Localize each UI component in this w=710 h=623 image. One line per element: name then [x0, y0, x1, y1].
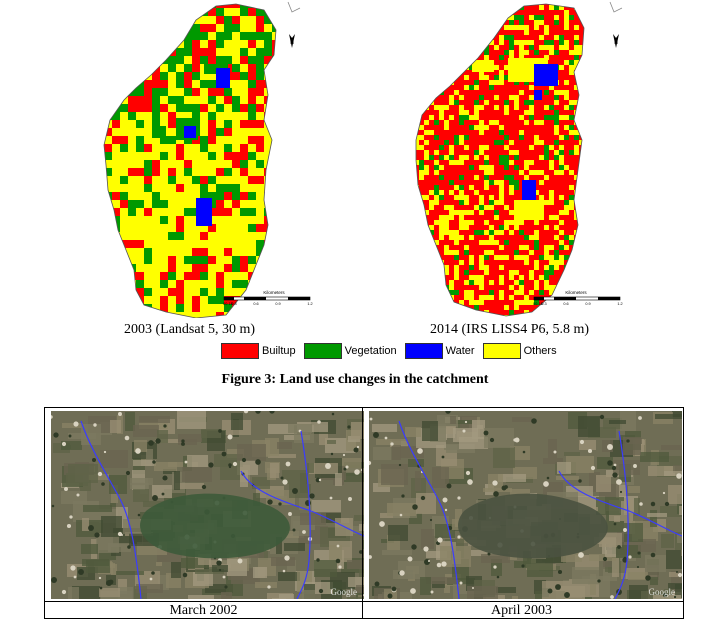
- svg-text:N: N: [290, 40, 294, 46]
- legend-label: Water: [445, 345, 475, 357]
- scale-tick-label: 0: [223, 302, 225, 306]
- scale-tick-label: 0.6: [563, 302, 568, 306]
- google-watermark: Google: [649, 587, 676, 597]
- scale-tick-label: 0.9: [585, 302, 590, 306]
- scale-tick-label: 0.9: [275, 302, 280, 306]
- scale-bar: Kilometers 0 0.150.3 0.6 0.9 1.2: [223, 290, 313, 306]
- land-use-map-2003: N Kilometers 0 0.15 0.3 0.6 0.9 1.2: [96, 0, 336, 318]
- legend-swatch: [303, 343, 342, 359]
- map-2003-canvas: N Kilometers 0 0.150.3 0.6 0.9 1.2: [103, 1, 313, 318]
- scale-tick-label: 0.3: [541, 302, 546, 306]
- north-arrow-icon: N: [613, 34, 619, 48]
- table-divider: [362, 408, 363, 618]
- legend-label: Vegetation: [344, 345, 397, 357]
- satellite-image-april-2003: Google: [369, 411, 682, 599]
- land-use-map-2014: N Kilometers 0 0.15 0.3 0.6 0.9 1.2: [414, 0, 654, 318]
- scale-tick-label: 0.3: [231, 302, 236, 306]
- svg-text:N: N: [614, 40, 618, 46]
- map-2014-canvas: N Kilometers 0 0.150.3 0.6 0.9 1.2: [415, 1, 623, 317]
- legend-item-builtup: Builtup: [221, 343, 296, 359]
- scale-bar: Kilometers 0 0.150.3 0.6 0.9 1.2: [533, 290, 623, 306]
- scale-tick-label: 0.15: [535, 302, 542, 306]
- legend-swatch: [221, 343, 259, 359]
- legend-label: Builtup: [262, 345, 296, 357]
- scale-tick-label: 1.2: [617, 302, 622, 306]
- north-arrow-icon: N: [289, 34, 295, 48]
- scale-title: Kilometers: [263, 290, 285, 295]
- map-caption-2003: 2003 (Landsat 5, 30 m): [124, 322, 256, 337]
- legend-swatch: [482, 343, 521, 359]
- scale-tick-label: 0.15: [225, 302, 232, 306]
- table-divider: [45, 601, 683, 602]
- satellite-image-table: Google Google March 2002 April 2003: [44, 407, 684, 619]
- satellite-image-march-2002: Google: [51, 411, 364, 599]
- photo-caption-april-2003: April 2003: [490, 603, 553, 618]
- scale-tick-label: 0.6: [253, 302, 258, 306]
- legend-label: Others: [523, 345, 557, 357]
- legend-item-vegetation: Vegetation: [303, 343, 397, 359]
- scale-tick-label: 0: [533, 302, 535, 306]
- scale-title: Kilometers: [565, 290, 587, 295]
- map-caption-2014: 2014 (IRS LISS4 P6, 5.8 m): [430, 322, 590, 337]
- photo-caption-march-2002: March 2002: [169, 603, 238, 618]
- google-watermark: Google: [331, 587, 358, 597]
- legend: Builtup Vegetation Water Others: [221, 343, 565, 359]
- legend-swatch: [404, 343, 443, 359]
- legend-item-others: Others: [482, 343, 557, 359]
- scale-tick-label: 1.2: [307, 302, 312, 306]
- legend-item-water: Water: [404, 343, 475, 359]
- figure-caption: Figure 3: Land use changes in the catchm…: [221, 372, 489, 387]
